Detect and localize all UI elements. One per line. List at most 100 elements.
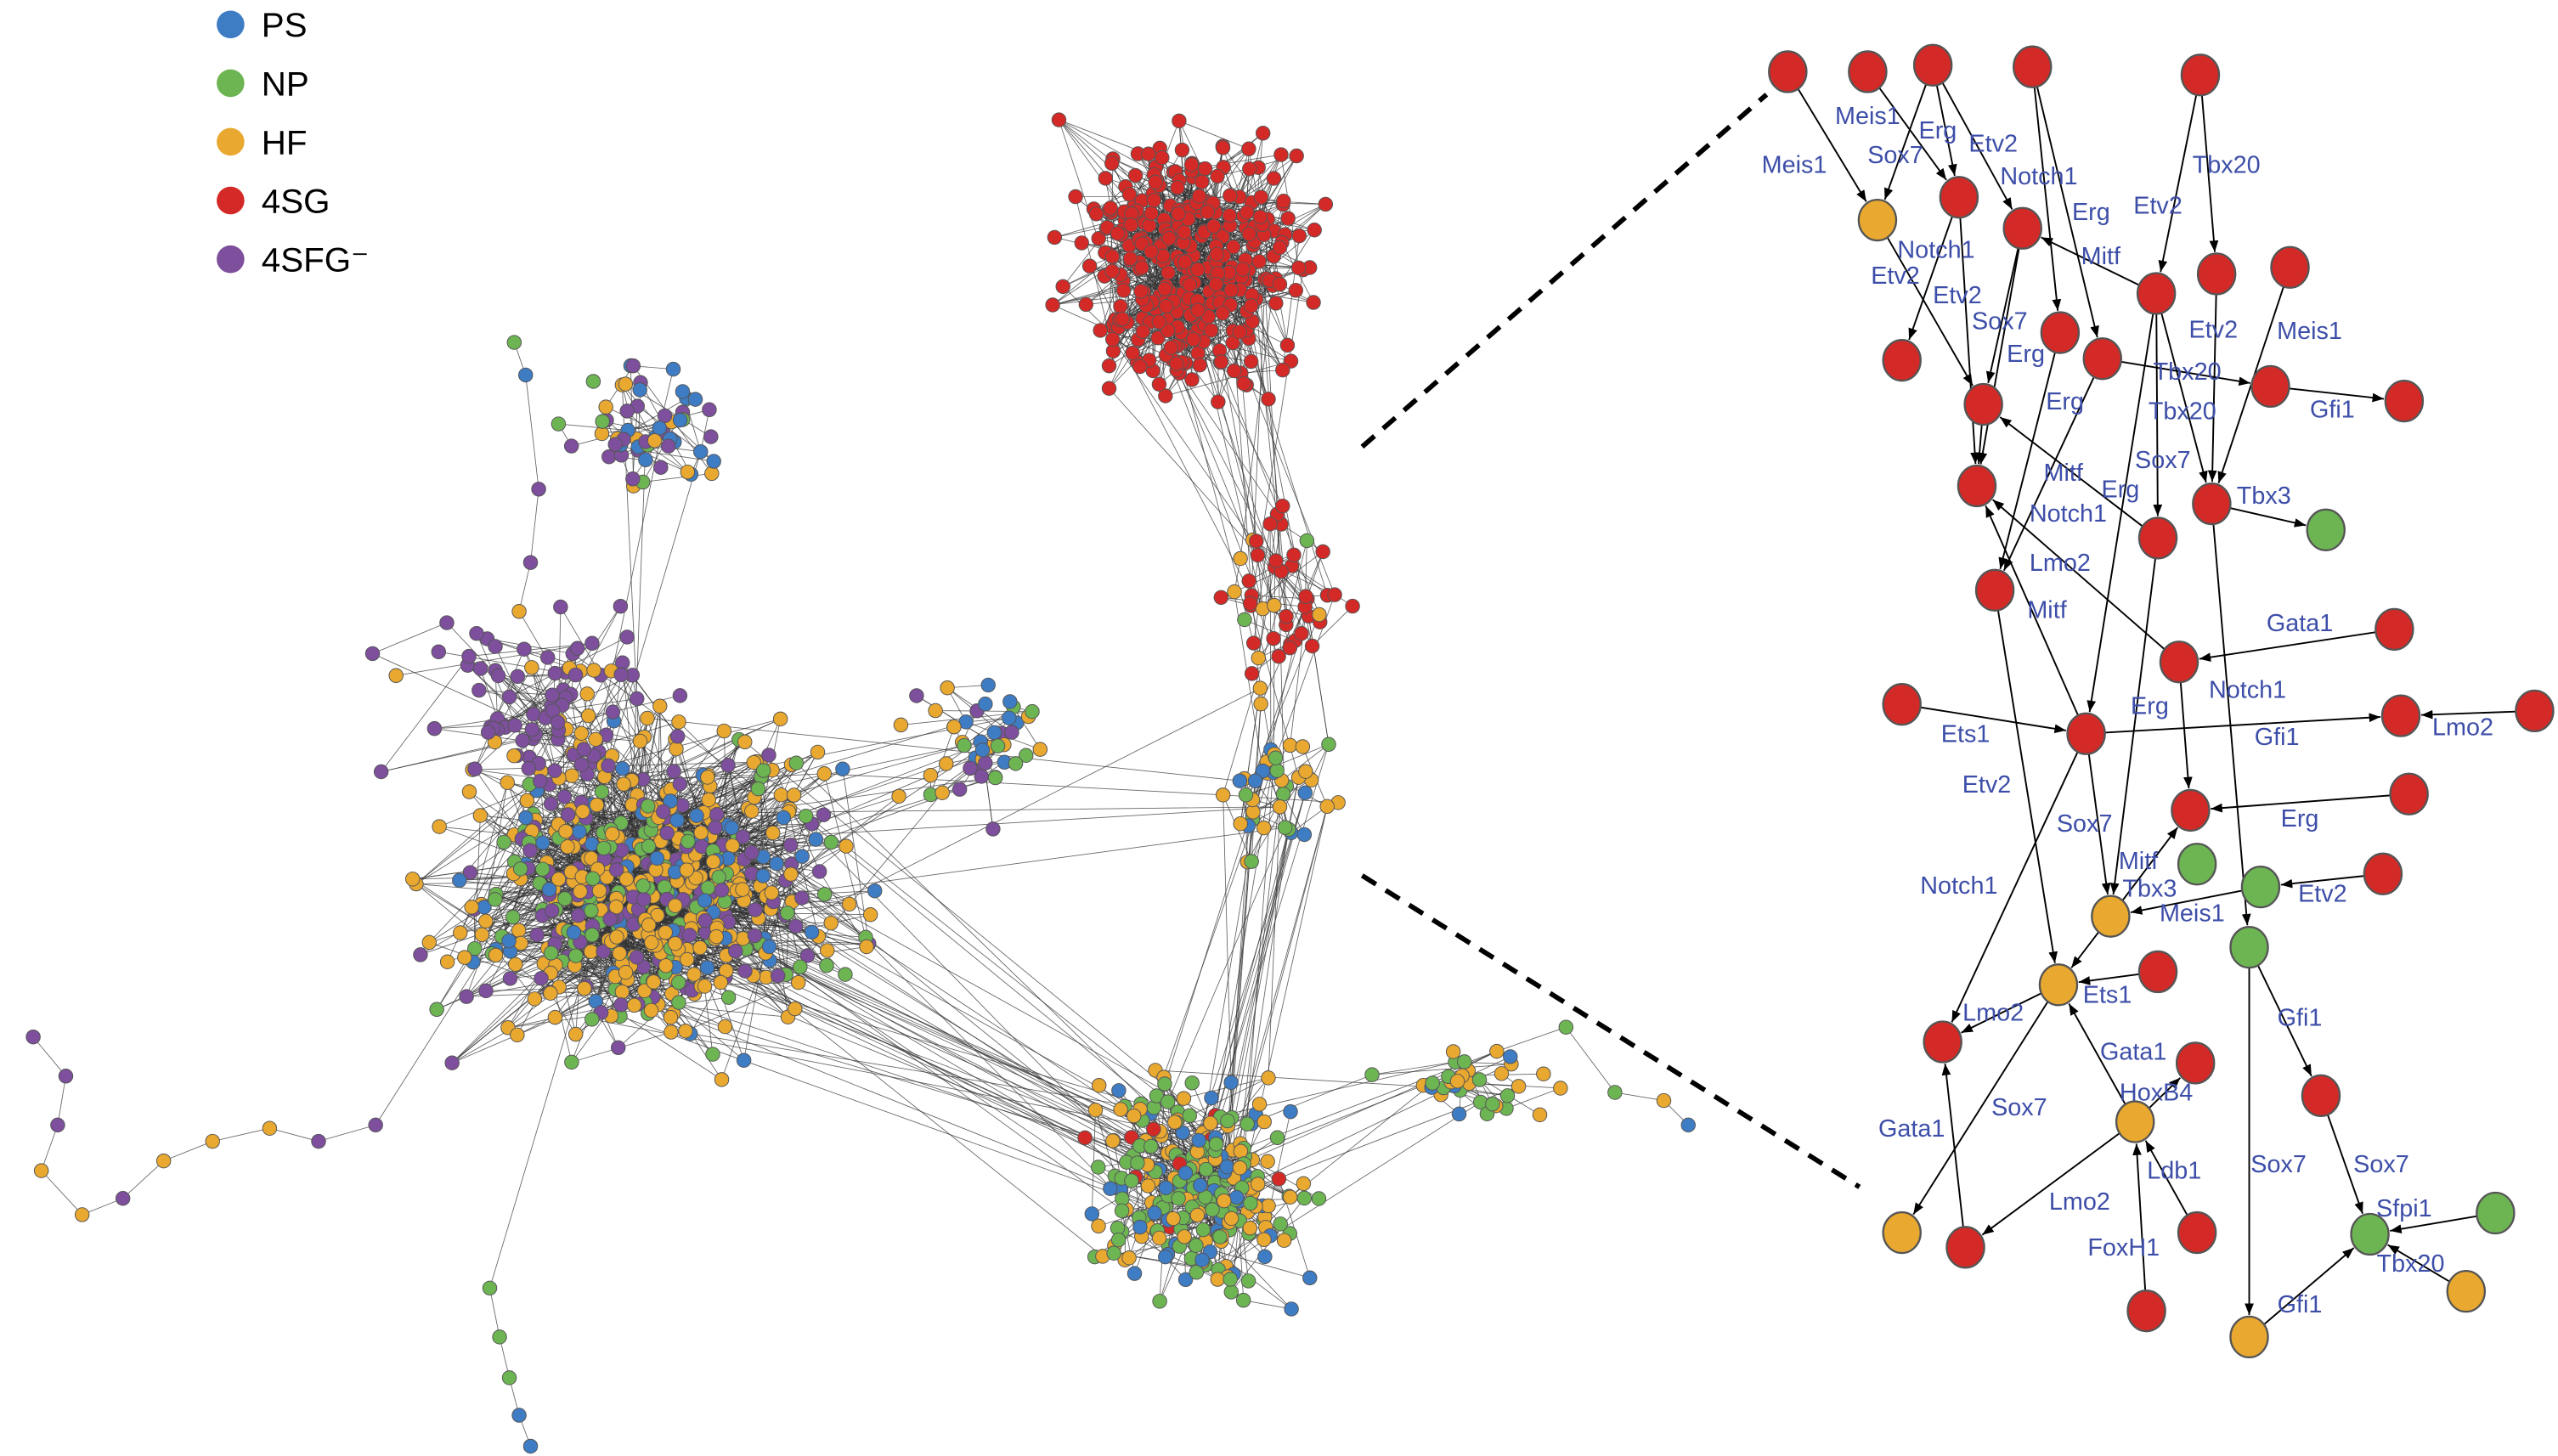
network-node-hf	[632, 733, 648, 749]
edge-label: Sox7	[2250, 1151, 2307, 1178]
network-node-4sg	[1252, 209, 1268, 225]
network-node-hf	[589, 797, 605, 813]
network-node-4sfg	[659, 825, 675, 841]
network-node-4sfg	[610, 1040, 626, 1056]
network-node-ps	[1296, 827, 1313, 843]
edge-label: Etv2	[1871, 262, 1920, 290]
network-node-4sfg	[431, 644, 447, 660]
network-node-4sg	[1215, 305, 1230, 321]
network-node-4sfg	[480, 725, 496, 740]
network-node-hf	[772, 711, 788, 727]
network-node-4sfg	[521, 760, 537, 776]
network-node-hf	[591, 883, 607, 899]
network-node-ps	[652, 420, 667, 436]
network-node-ps	[535, 835, 551, 850]
network-node-4sfg	[1004, 725, 1019, 740]
network-node-hf	[618, 872, 635, 887]
network-node-np	[1189, 1238, 1204, 1253]
network-node-ps	[804, 924, 820, 940]
network-node-hf	[701, 792, 716, 808]
regulation-edge	[2104, 713, 2381, 734]
network-node-hf	[893, 717, 909, 733]
network-node-np	[584, 927, 600, 943]
network-node-4sg	[1288, 283, 1304, 298]
network-node-ps	[1223, 1075, 1239, 1091]
network-node-4sfg	[657, 408, 673, 424]
network-node-hf	[1233, 550, 1248, 567]
network-node-np	[1157, 1076, 1172, 1092]
network-node-ps	[1127, 1266, 1143, 1281]
network-node-ps	[501, 933, 517, 949]
network-node-4sfg	[653, 460, 669, 475]
network-node-ps	[1132, 1219, 1148, 1235]
gene-node-np	[2306, 508, 2346, 551]
regulation-edge	[1959, 217, 1979, 465]
global-network-nodes	[25, 112, 1696, 1454]
network-node-4sfg	[629, 950, 645, 965]
network-node-hf	[1087, 1102, 1104, 1118]
network-node-hf	[669, 741, 684, 757]
network-node-4sg	[1275, 362, 1290, 378]
network-edge	[41, 1170, 82, 1216]
zoom-connector-lines	[1360, 93, 1861, 1189]
network-node-hf	[478, 913, 494, 929]
network-edge	[1290, 598, 1308, 746]
network-edge	[1054, 215, 1131, 238]
network-node-hf	[543, 985, 558, 1001]
network-node-4sfg	[539, 650, 556, 665]
network-node-hf	[783, 866, 799, 882]
network-node-np	[505, 909, 521, 925]
network-node-4sfg	[58, 1069, 74, 1084]
edge-label: Etv2	[2133, 192, 2182, 219]
network-node-hf	[588, 731, 603, 748]
regulation-edge	[2144, 1140, 2188, 1216]
network-edge	[764, 914, 871, 940]
network-node-hf	[1312, 607, 1327, 623]
network-node-ps	[1283, 1103, 1298, 1120]
network-node-4sg	[1078, 296, 1094, 313]
edge-label: Gata1	[2267, 610, 2333, 637]
network-node-hf	[1298, 764, 1313, 779]
regulation-edge	[1935, 85, 1957, 177]
network-node-4sfg	[544, 903, 560, 918]
network-node-hf	[474, 927, 490, 943]
network-node-np	[1114, 1203, 1130, 1219]
network-edge	[642, 778, 794, 796]
network-edge	[1505, 1087, 1561, 1109]
network-node-4sfg	[625, 358, 641, 374]
network-node-np	[584, 903, 599, 918]
network-node-4sfg	[794, 890, 810, 906]
network-node-hf	[1445, 1044, 1461, 1059]
network-node-4sfg	[568, 667, 584, 683]
network-node-ps	[1503, 1049, 1518, 1064]
network-node-hf	[1553, 1081, 1568, 1096]
network-node-4sfg	[669, 729, 686, 744]
network-node-4sfg	[720, 758, 736, 773]
network-node-4sfg	[708, 820, 723, 835]
network-node-hf	[464, 900, 479, 915]
network-node-ps	[980, 677, 996, 693]
network-node-4sfg	[978, 755, 993, 770]
network-node-4sfg	[629, 691, 645, 707]
network-node-4sfg	[507, 718, 522, 733]
network-edge	[796, 762, 1266, 1217]
network-node-4sfg	[547, 665, 563, 681]
network-node-hf	[1256, 1114, 1272, 1130]
network-node-hf	[697, 979, 713, 994]
network-node-ps	[672, 412, 688, 428]
network-node-ps	[693, 443, 709, 460]
network-node-hf	[891, 788, 906, 804]
network-node-np	[1240, 1273, 1256, 1289]
network-node-hf	[33, 1163, 49, 1178]
network-node-4sg	[1268, 296, 1284, 311]
network-node-hf	[1177, 1229, 1192, 1244]
network-edge	[1121, 1211, 1186, 1280]
gene-node-4sg	[2013, 45, 2053, 88]
network-node-4sfg	[543, 796, 559, 811]
network-node-hf	[568, 1026, 584, 1042]
edge-label: Etv2	[2298, 880, 2347, 907]
network-node-4sg	[1226, 363, 1242, 379]
regulation-edge	[2036, 86, 2099, 338]
network-node-np	[1273, 1216, 1288, 1232]
regulation-edge	[2289, 387, 2385, 403]
